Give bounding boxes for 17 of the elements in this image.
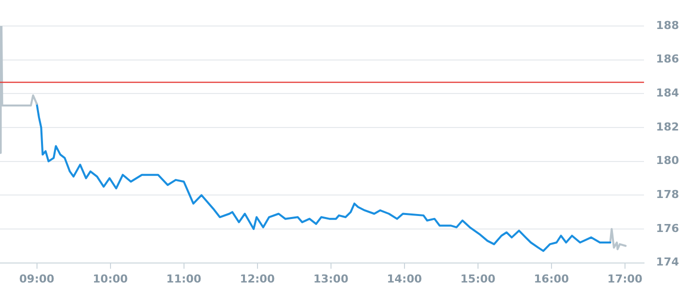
y-tick-label: 174 bbox=[656, 256, 680, 269]
y-tick-label: 176 bbox=[656, 222, 680, 235]
x-tick-label: 14:00 bbox=[386, 272, 422, 286]
x-tick-label: 11:00 bbox=[166, 272, 202, 286]
y-tick-label: 180 bbox=[656, 154, 680, 168]
y-tick-label: 182 bbox=[656, 120, 680, 134]
y-tick-label: 186 bbox=[656, 52, 680, 66]
y-tick-label: 184 bbox=[656, 86, 680, 100]
y-tick-label: 178 bbox=[656, 188, 680, 201]
y-tick-label: 188 bbox=[656, 18, 680, 32]
x-tick-label: 16:00 bbox=[534, 272, 570, 286]
x-tick-label: 09:00 bbox=[19, 272, 55, 286]
x-tick-label: 17:00 bbox=[607, 272, 643, 286]
x-tick-label: 15:00 bbox=[460, 272, 496, 286]
x-tick-label: 10:00 bbox=[92, 272, 128, 286]
x-tick-label: 13:00 bbox=[313, 272, 349, 286]
x-tick-label: 12:00 bbox=[240, 272, 276, 286]
